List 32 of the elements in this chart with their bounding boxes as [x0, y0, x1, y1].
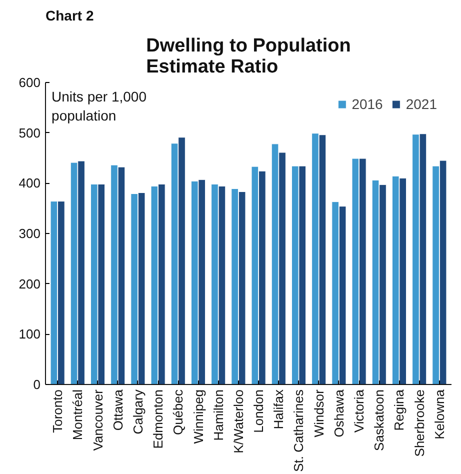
chart-title: Dwelling to Population Estimate Ratio — [146, 36, 351, 78]
legend-label: 2016 — [352, 96, 383, 112]
x-tick-label: London — [251, 389, 266, 433]
x-tick-label: Saskatoon — [372, 389, 387, 451]
caption: Chart 2 — [46, 8, 94, 24]
x-tick-label: Winnipeg — [190, 389, 206, 444]
y-tick-label: 300 — [18, 226, 41, 241]
x-tick-label: Vancouver — [90, 388, 106, 451]
x-tick-label: Ottawa — [110, 388, 126, 431]
x-tick-label: Toronto — [50, 389, 66, 433]
y-tick-label: 600 — [18, 75, 41, 90]
x-tick-label: Québec — [170, 389, 186, 436]
x-tick-label: Calgary — [130, 389, 146, 434]
y-tick-label: 0 — [33, 377, 41, 392]
x-tick-label: K/Waterloo — [230, 389, 246, 454]
x-tick-label: Kelowna — [432, 388, 447, 440]
y-tick-label: 100 — [18, 326, 41, 342]
x-tick-label: St. Catharines — [291, 389, 306, 472]
x-tick-label: Sherbrooke — [412, 389, 427, 457]
x-tick-label: Hamilton — [210, 390, 226, 441]
x-tick-label: Oshawa — [331, 388, 346, 438]
x-tick-label: Victoria — [352, 388, 367, 433]
x-tick-label: Montréal — [70, 389, 86, 440]
x-tick-label: Windsor — [311, 388, 326, 438]
legend-label: 2021 — [406, 96, 437, 112]
y-axis-title: Units per 1,000 population — [52, 88, 147, 124]
x-tick-label: Edmonton — [150, 389, 166, 449]
x-tick-label: Halifax — [271, 389, 286, 430]
y-tick-label: 200 — [18, 276, 41, 292]
x-tick-label: Regina — [392, 388, 407, 431]
y-tick-label: 400 — [18, 176, 41, 191]
y-tick-label: 500 — [18, 125, 41, 140]
